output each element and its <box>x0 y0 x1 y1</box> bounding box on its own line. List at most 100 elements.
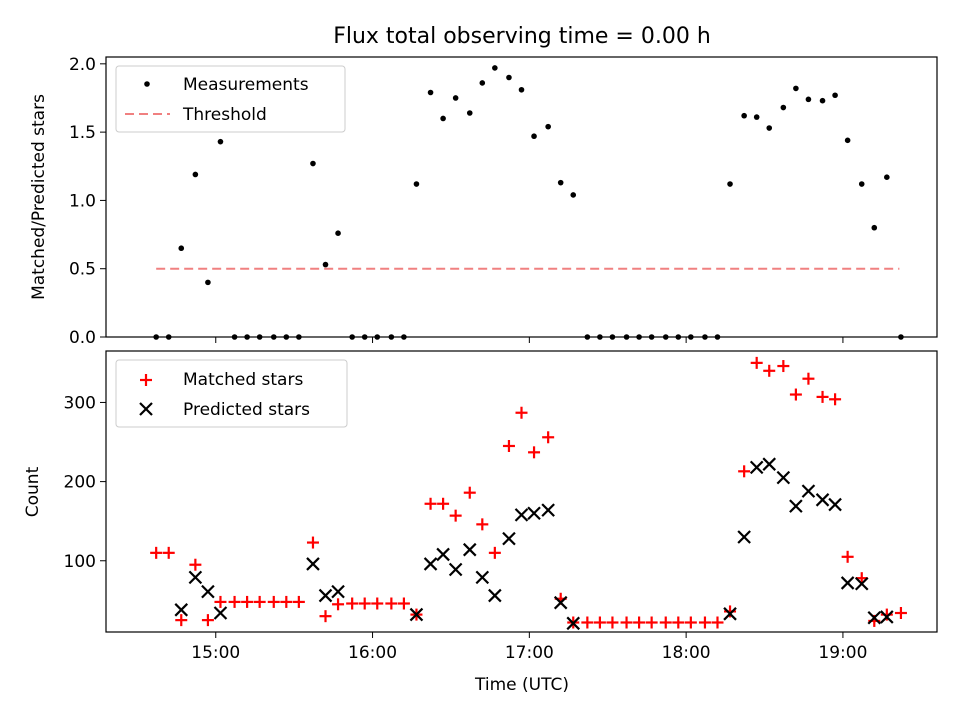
measurement-point <box>702 334 708 340</box>
matched-star-point <box>593 616 606 629</box>
measurement-point <box>506 74 512 81</box>
matched-star-point <box>346 597 359 610</box>
matched-star-point <box>738 465 751 478</box>
matched-star-point <box>449 509 462 522</box>
x-tick-label: 18:00 <box>662 643 711 663</box>
predicted-star-point <box>828 497 842 512</box>
measurement-point <box>753 114 760 120</box>
matched-star-point <box>750 356 763 369</box>
measurement-point <box>858 181 865 187</box>
measurement-point <box>466 110 473 116</box>
x-tick-label: 16:00 <box>348 643 397 663</box>
legend-label-threshold: Threshold <box>182 105 267 125</box>
predicted-star-point <box>188 570 203 585</box>
measurement-point <box>388 334 395 340</box>
measurement-point <box>609 334 616 340</box>
count-panel: 100 200 300 15:00 16:00 17:00 18:00 19:00 Coun… <box>23 350 938 695</box>
x-axis-label: Time (UTC) <box>474 675 569 695</box>
matched-star-point <box>214 595 227 608</box>
predicted-star-point <box>174 603 189 617</box>
measurement-points <box>153 65 904 340</box>
measurement-point <box>623 334 630 340</box>
predicted-star-point <box>801 484 816 498</box>
measurement-point <box>844 137 851 144</box>
measurement-point <box>636 334 642 340</box>
matched-star-point <box>659 616 672 629</box>
measurement-point <box>805 96 812 103</box>
matched-star-point <box>175 614 188 627</box>
measurement-point <box>165 334 172 340</box>
predicted-star-point <box>527 506 541 521</box>
matched-star-point <box>880 608 893 621</box>
predicted-star-point <box>854 576 869 591</box>
measurement-point <box>714 334 721 340</box>
predicted-star-point <box>488 588 502 603</box>
predicted-star-point <box>566 616 581 631</box>
matched-star-point <box>228 595 241 608</box>
predicted-star-point <box>749 460 764 475</box>
measurement-point <box>322 261 329 268</box>
predicted-star-point <box>840 576 855 590</box>
count-y-axis-label: Count <box>23 466 43 517</box>
count-legend-box <box>115 359 348 428</box>
predicted-star-point <box>475 570 490 585</box>
legend-marker-measurements <box>144 81 150 87</box>
matched-star-point <box>645 616 658 629</box>
matched-star-point <box>502 439 515 452</box>
measurement-point <box>766 125 773 131</box>
matched-star-point <box>162 546 175 559</box>
matched-star-point <box>763 364 776 377</box>
matched-star-point <box>515 406 528 419</box>
predicted-star-point <box>553 595 568 610</box>
predicted-star-point <box>462 542 477 557</box>
count-legend: Matched stars Predicted stars <box>115 359 348 428</box>
matched-star-point <box>802 372 815 385</box>
matched-star-point <box>332 598 345 611</box>
measurement-point <box>584 334 591 340</box>
measurement-point <box>452 95 459 101</box>
measurement-point <box>819 97 826 104</box>
predicted-star-point <box>436 547 450 562</box>
predicted-star-point <box>723 607 737 621</box>
matched-star-point <box>789 388 802 401</box>
predicted-stars-points <box>174 457 894 631</box>
measurement-point <box>310 160 316 167</box>
measurement-point <box>675 334 682 340</box>
measurement-point <box>492 65 498 71</box>
matched-star-point <box>488 546 501 559</box>
measurement-point <box>217 138 224 145</box>
y-tick-label: 0.5 <box>69 260 96 280</box>
matched-star-point <box>437 497 450 510</box>
predicted-star-point <box>331 584 345 599</box>
matched-star-point <box>241 595 254 608</box>
predicted-star-point <box>514 508 529 522</box>
matched-star-point <box>253 595 266 608</box>
matched-star-point <box>371 597 384 610</box>
measurement-point <box>205 279 211 286</box>
measurement-point <box>898 334 904 340</box>
predicted-star-point <box>789 499 803 513</box>
predicted-star-point <box>213 606 228 620</box>
measurement-point <box>192 171 199 178</box>
measurement-point <box>884 174 890 180</box>
measurement-point <box>570 192 577 198</box>
measurement-point <box>283 334 290 340</box>
y-tick-label: 300 <box>64 393 96 413</box>
measurement-point <box>244 334 250 340</box>
y-tick-label: 1.5 <box>69 123 96 143</box>
matched-star-point <box>424 497 437 510</box>
measurement-point <box>832 92 838 99</box>
ratio-x-ticks <box>215 337 844 343</box>
ratio-panel: 0.00.51.01.52.0 Matched/Predicted stars … <box>29 55 938 348</box>
matched-star-point <box>267 595 280 608</box>
measurement-point <box>741 112 747 119</box>
measurement-point <box>688 334 694 340</box>
predicted-star-point <box>867 610 882 625</box>
matched-star-point <box>620 616 633 629</box>
matched-star-point <box>816 390 829 403</box>
measurement-point <box>401 334 407 340</box>
legend-label-measurements: Measurements <box>183 75 309 95</box>
matched-star-point <box>189 558 202 571</box>
matched-star-point <box>633 616 646 629</box>
